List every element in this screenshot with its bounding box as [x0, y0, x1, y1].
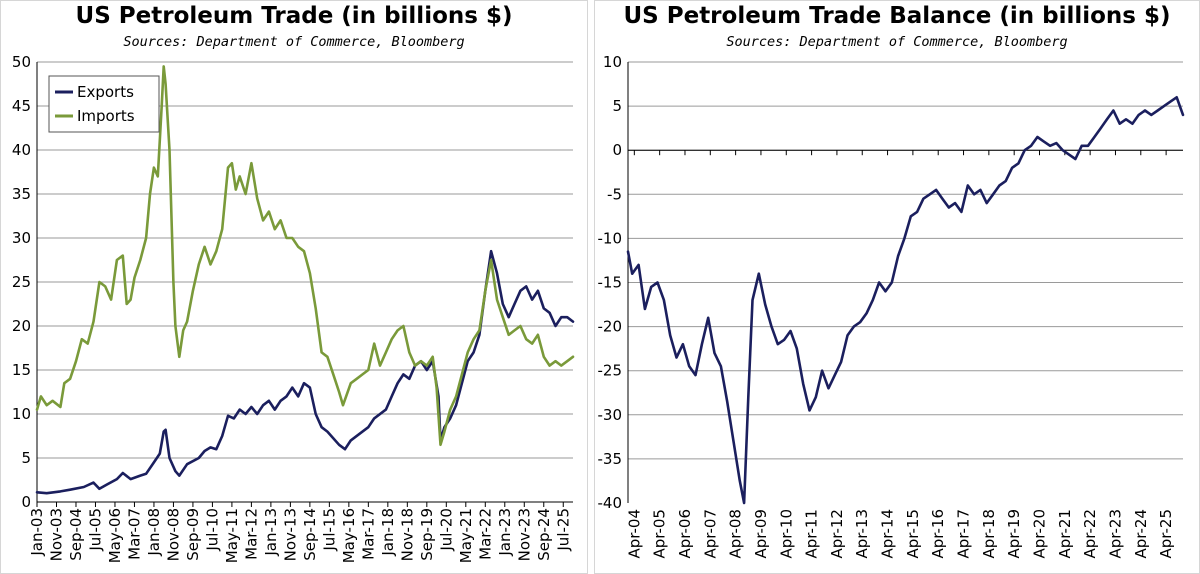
x-tick-label: Apr-19 [1005, 509, 1023, 559]
x-tick-label: May-06 [106, 508, 124, 563]
right-chart-title: US Petroleum Trade Balance (in billions … [623, 3, 1171, 29]
left-chart-subtitle: Sources: Department of Commerce, Bloombe… [123, 34, 465, 50]
y-tick-label: -35 [598, 450, 623, 468]
x-tick-label: Sep-24 [535, 508, 553, 561]
balance-line-chart: -40 -35 -30 -25 -20 -15 -10 -5 0 5 10 Apr-04 Apr-05 A… [598, 53, 1185, 559]
y-tick-label: 50 [12, 53, 31, 71]
y-tick-label: -40 [598, 494, 623, 512]
x-tick-label: Apr-12 [828, 509, 846, 559]
x-tick-label: May-16 [340, 508, 358, 563]
exports-series-line [35, 249, 575, 495]
y-tick-label: -20 [598, 318, 623, 336]
y-tick-label: 20 [12, 317, 31, 335]
x-tick-label: Jan-03 [28, 508, 46, 557]
y-tick-label: 40 [12, 141, 31, 159]
left-chart-panel: US Petroleum Trade (in billions $) Sourc… [0, 0, 588, 574]
x-tick-label: Apr-04 [625, 509, 643, 559]
x-tick-label: Jul-25 [554, 508, 572, 552]
x-tick-label: Nov-08 [164, 508, 182, 561]
x-tick-label: Jan-23 [496, 508, 514, 557]
x-tick-label: Mar-07 [125, 508, 143, 560]
y-tick-label: 15 [12, 361, 31, 379]
x-tick-label: May-11 [223, 508, 241, 563]
x-tick-label: Apr-16 [929, 509, 947, 559]
y-tick-label: 35 [12, 185, 31, 203]
x-tick-label: Jan-13 [262, 508, 280, 557]
y-tick-label: -25 [598, 362, 623, 380]
y-tick-label: 5 [612, 97, 622, 115]
y-tick-label: 10 [603, 53, 622, 71]
y-tick-label: -10 [598, 229, 623, 247]
x-tick-label: Mar-22 [476, 508, 494, 560]
x-tick-label: Apr-23 [1106, 509, 1124, 559]
imports-series-line [35, 65, 575, 447]
legend-box [48, 75, 160, 133]
x-tick-label: Mar-17 [359, 508, 377, 560]
x-tick-label: May-21 [457, 508, 475, 563]
x-tick-label: Jan-18 [379, 508, 397, 557]
balance-series-line [626, 96, 1185, 505]
x-tick-label: Apr-24 [1132, 509, 1150, 559]
y-tick-label: -5 [607, 185, 622, 203]
x-tick-label: Jul-15 [320, 508, 338, 552]
legend-label-exports: Exports [77, 83, 134, 101]
x-tick-label: Nov-03 [47, 508, 65, 561]
x-tick-label: Apr-11 [803, 509, 821, 559]
legend-label-imports: Imports [77, 107, 135, 125]
x-tick-label: Apr-21 [1056, 509, 1074, 559]
left-chart-title: US Petroleum Trade (in billions $) [75, 3, 513, 29]
x-tick-label: Apr-10 [777, 509, 795, 559]
x-tick-label: Sep-14 [301, 508, 319, 561]
x-tick-label: Apr-15 [904, 509, 922, 559]
right-chart-subtitle: Sources: Department of Commerce, Bloombe… [726, 34, 1068, 50]
x-tick-label: Mar-12 [242, 508, 260, 560]
x-tick-label: Nov-18 [398, 508, 416, 561]
x-tick-label: Apr-05 [651, 509, 669, 559]
x-tick-label: Apr-14 [879, 509, 897, 559]
y-tick-label: 30 [12, 229, 31, 247]
y-tick-label: -30 [598, 406, 623, 424]
x-tick-label: Sep-19 [418, 508, 436, 561]
x-tick-label: Apr-08 [727, 509, 745, 559]
x-tick-label: Apr-25 [1157, 509, 1175, 559]
x-tick-label: Apr-17 [955, 509, 973, 559]
y-tick-label: 10 [12, 405, 31, 423]
x-tick-label: Nov-23 [515, 508, 533, 561]
right-chart-panel: US Petroleum Trade Balance (in billions … [594, 0, 1200, 574]
y-tick-label: 45 [12, 97, 31, 115]
x-tick-label: Apr-20 [1031, 509, 1049, 559]
y-tick-label: 0 [21, 493, 31, 511]
x-tick-label: Nov-13 [281, 508, 299, 561]
x-tick-label: Jan-08 [145, 508, 163, 557]
x-tick-label: Jul-10 [203, 508, 221, 552]
x-tick-label: Apr-07 [701, 509, 719, 559]
x-tick-label: Apr-13 [853, 509, 871, 559]
y-tick-label: 0 [612, 141, 622, 159]
y-tick-label: 5 [21, 449, 31, 467]
x-tick-label: Apr-18 [980, 509, 998, 559]
y-tick-label: -15 [598, 274, 623, 292]
x-tick-label: Sep-09 [184, 508, 202, 561]
y-tick-label: 25 [12, 273, 31, 291]
x-tick-label: Jul-20 [437, 508, 455, 552]
x-tick-label: Apr-22 [1081, 509, 1099, 558]
x-tick-label: Apr-06 [676, 509, 694, 559]
x-tick-label: Apr-09 [752, 509, 770, 559]
x-tick-label: Jul-05 [86, 508, 104, 552]
x-tick-label: Sep-04 [67, 508, 85, 561]
